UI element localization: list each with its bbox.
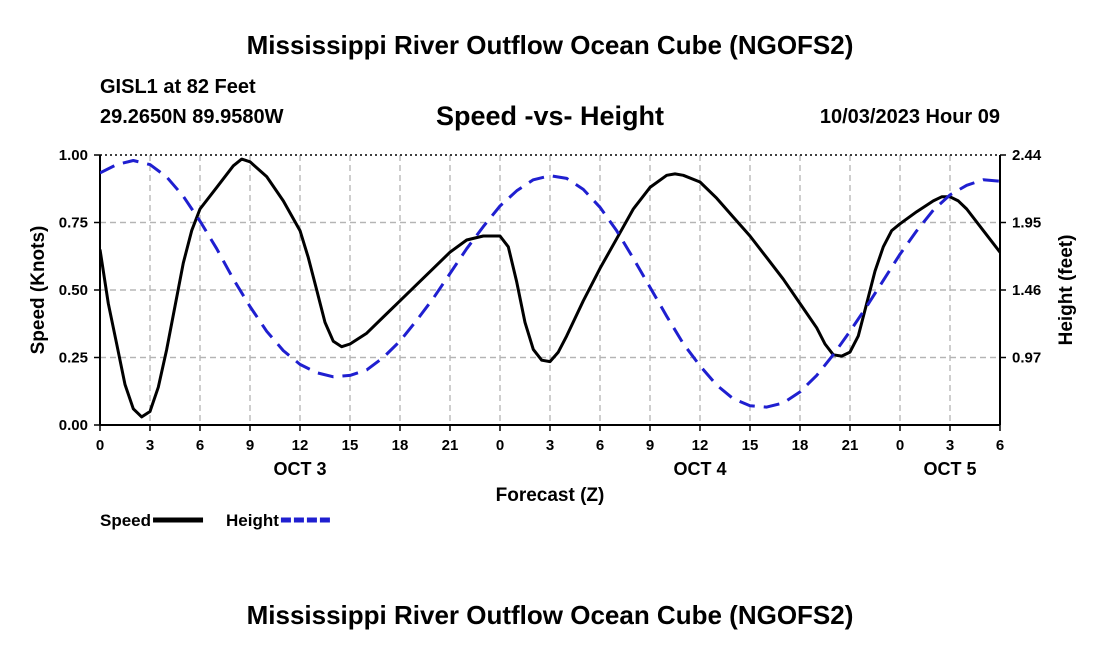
x-tick-label: 6 (596, 437, 604, 454)
y-left-axis-title: Speed (Knots) (28, 226, 49, 355)
x-axis-title: Forecast (Z) (496, 485, 605, 506)
chart-subtitle: Speed -vs- Height (435, 101, 665, 131)
y-left-tick-label: 1.00 (59, 147, 88, 164)
y-right-axis-title: Height (feet) (1056, 235, 1077, 346)
x-tick-label: 6 (996, 437, 1004, 454)
x-tick-label: 21 (442, 437, 459, 454)
x-tick-label: 0 (496, 437, 504, 454)
x-tick-label: 9 (646, 437, 654, 454)
y-right-tick-label: 0.97 (1012, 350, 1041, 367)
x-tick-label: 12 (692, 437, 709, 454)
x-tick-label: 3 (146, 437, 154, 454)
x-tick-label: 3 (546, 437, 554, 454)
y-right-tick-label: 1.46 (1012, 282, 1041, 299)
x-tick-label: 9 (246, 437, 254, 454)
x-tick-label: 3 (946, 437, 954, 454)
forecast-datetime: 10/03/2023 Hour 09 (819, 106, 1000, 128)
y-left-tick-label: 0.75 (59, 215, 88, 232)
x-tick-label: 18 (392, 437, 409, 454)
station-label: GISL1 at 82 Feet (100, 76, 256, 98)
x-tick-label: 21 (842, 437, 859, 454)
y-left-tick-label: 0.00 (59, 417, 88, 434)
x-tick-label: 18 (792, 437, 809, 454)
bottom-title: Mississippi River Outflow Ocean Cube (NG… (246, 600, 854, 630)
y-right-tick-label: 1.95 (1012, 215, 1041, 232)
y-left-tick-label: 0.50 (59, 282, 88, 299)
y-left-tick-label: 0.25 (59, 350, 88, 367)
coordinates-label: 29.2650N 89.9580W (100, 106, 284, 128)
legend-label-height: Height (226, 511, 279, 530)
x-tick-label: 15 (342, 437, 359, 454)
y-right-tick-label: 2.44 (1012, 147, 1042, 164)
x-tick-label: 15 (742, 437, 759, 454)
main-title: Mississippi River Outflow Ocean Cube (NG… (246, 30, 854, 60)
x-tick-label: 0 (896, 437, 904, 454)
series-speed-line (100, 157, 1000, 419)
legend-label-speed: Speed (100, 511, 151, 530)
date-label: OCT 3 (273, 459, 326, 479)
date-label: OCT 4 (673, 459, 726, 479)
x-tick-label: 12 (292, 437, 309, 454)
x-tick-label: 0 (96, 437, 104, 454)
x-tick-label: 6 (196, 437, 204, 454)
series-height-line (100, 159, 1000, 409)
date-label: OCT 5 (923, 459, 976, 479)
